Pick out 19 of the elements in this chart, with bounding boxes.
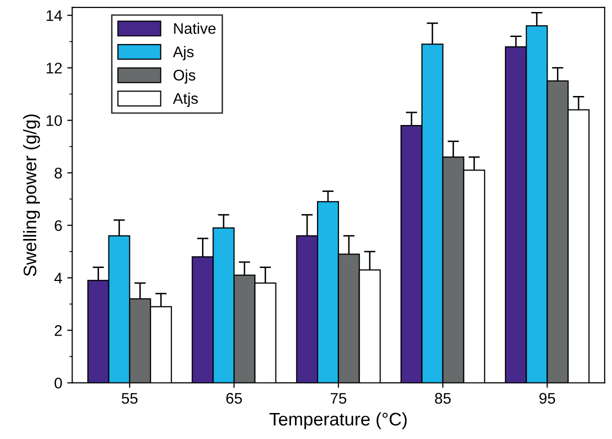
x-tick-label: 55 xyxy=(122,393,138,404)
y-tick-label: 10 xyxy=(46,115,62,126)
y-tick-label: 2 xyxy=(54,325,62,336)
x-tick-label: 65 xyxy=(226,392,242,404)
legend-label: Native xyxy=(174,22,216,34)
legend-label: Ojs xyxy=(174,69,196,84)
x-tick-label: 85 xyxy=(435,392,451,404)
legend-label: Ajs xyxy=(172,46,194,60)
x-tick-label: 95 xyxy=(539,392,556,404)
y-axis-title: Swelling power (g/g) xyxy=(23,114,40,276)
x-tick-label: 75 xyxy=(330,393,346,404)
y-tick-label: 6 xyxy=(54,220,62,232)
y-tick-label: 4 xyxy=(54,272,62,284)
y-tick-label: 12 xyxy=(46,62,62,74)
y-tick-label: 8 xyxy=(54,168,62,179)
y-tick-label: 14 xyxy=(46,10,62,21)
x-axis-title: Temperature (°C) xyxy=(270,412,407,430)
y-tick-label: 0 xyxy=(54,378,62,388)
legend-label: Atjs xyxy=(172,92,198,107)
